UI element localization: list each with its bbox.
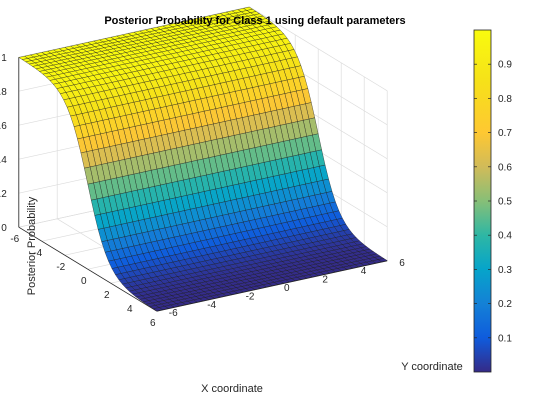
z-tick-label: 0.4 [0,155,7,166]
x-axis-label: X coordinate [201,383,263,395]
z-tick-label: 1 [1,53,7,64]
x-tick-label: -2 [56,262,65,273]
colorbar-tick-label: 0.4 [498,231,512,242]
colorbar-tick-label: 0.3 [498,265,512,276]
colorbar-tick-label: 0.1 [498,333,512,344]
z-tick-label: 0.2 [0,189,7,200]
y-tick-label: -6 [169,308,178,319]
x-tick-label: -4 [33,248,42,259]
y-tick-label: 4 [361,266,367,277]
surface-patch [152,307,164,312]
surface [18,6,388,312]
colorbar-tick-label: 0.7 [498,128,512,139]
x-axis-line [18,226,158,312]
wall-gridline [249,6,388,92]
z-axis-label: Posterior Probability [26,196,38,295]
x-tick-label: -6 [10,234,19,245]
colorbar-tick-label: 0.9 [498,60,512,71]
y-tick-label: -2 [246,291,255,302]
colorbar-ticks: 0.1 0.2 0.3 0.4 0.5 0.6 0.7 0.8 0.9 [474,60,512,344]
colorbar-tick-label: 0.5 [498,197,512,208]
colorbar-tick-label: 0.2 [498,299,512,310]
x-tick-label: 6 [150,318,156,329]
y-axis-label: Y coordinate [401,361,463,373]
colorbar-tick-label: 0.6 [498,162,512,173]
wall-gridline [18,6,250,58]
z-tick-label: 0 [1,223,7,234]
y-tick-label: 0 [284,283,290,294]
y-tick-label: 2 [322,275,328,286]
z-tick-label: 0.6 [0,121,7,132]
chart-title: Posterior Probability for Class 1 using … [104,15,405,27]
x-tick-label: 4 [127,304,133,315]
z-tick-label: 0.8 [0,87,7,98]
x-tick-label: 2 [104,290,110,301]
colorbar-tick-label: 0.8 [498,94,512,105]
tick-labels: -6 -4 -2 0 2 4 6 -6 -4 -2 0 2 4 6 0 0.2 0.4 0.6 0.8 1 [0,53,405,329]
x-tick-label: 0 [81,276,87,287]
y-tick-label: 6 [399,258,405,269]
y-axis-line [156,260,388,312]
y-tick-label: -4 [207,300,216,311]
